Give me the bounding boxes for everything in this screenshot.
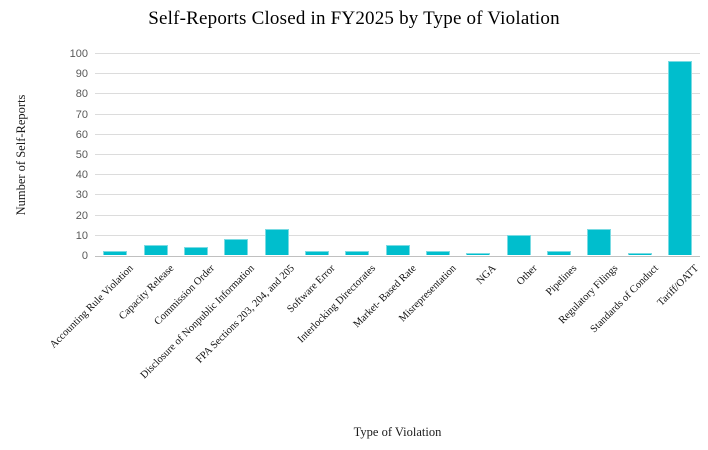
y-tick-label: 0: [81, 250, 88, 262]
bar: [627, 252, 652, 255]
bar: [304, 250, 329, 255]
y-tick-label: 10: [75, 229, 88, 242]
gridline: [95, 93, 700, 95]
y-axis-title: Number of Self-Reports: [14, 94, 28, 216]
y-tick-label: 60: [75, 128, 88, 141]
x-axis-title: Type of Violation: [353, 425, 442, 439]
bar: [143, 244, 168, 255]
bar: [264, 228, 289, 255]
x-tick-label: Standards of Conduct: [588, 263, 661, 336]
y-tick-label: 90: [75, 68, 88, 81]
bar: [587, 228, 612, 255]
bar: [667, 61, 692, 255]
bar: [506, 234, 531, 255]
plot-area: [95, 53, 700, 257]
bar: [103, 250, 128, 255]
y-tick-label: 40: [75, 169, 88, 182]
bar: [224, 238, 249, 255]
gridline: [95, 194, 700, 196]
y-tick-label: 50: [75, 149, 88, 161]
bar: [183, 246, 208, 255]
gridline: [95, 234, 700, 236]
bar: [466, 252, 491, 255]
gridline: [95, 113, 700, 115]
x-tick-label: NGA: [475, 263, 499, 287]
y-tick-label: 20: [75, 209, 88, 222]
gridline: [95, 214, 700, 216]
x-tick-label: Other: [514, 263, 540, 288]
bar: [345, 250, 370, 255]
y-tick-label: 100: [69, 48, 88, 60]
bar: [546, 250, 571, 255]
gridline: [95, 133, 700, 135]
chart-title: Self-Reports Closed in FY2025 by Type of…: [148, 8, 560, 29]
y-tick-label: 80: [75, 88, 88, 101]
x-tick-label: Tariff/OATT: [655, 263, 701, 309]
bar: [425, 250, 450, 255]
x-tick-label: Pipelines: [544, 263, 580, 299]
x-tick-label: Interlocking Directorates: [295, 263, 378, 346]
y-tick-label: 70: [75, 108, 88, 121]
gridline: [95, 154, 700, 155]
x-axis-line: [95, 256, 700, 257]
gridline: [95, 174, 700, 176]
y-tick-label: 30: [75, 189, 88, 202]
gridline: [95, 73, 700, 75]
gridline: [95, 53, 700, 54]
bar: [385, 244, 410, 255]
